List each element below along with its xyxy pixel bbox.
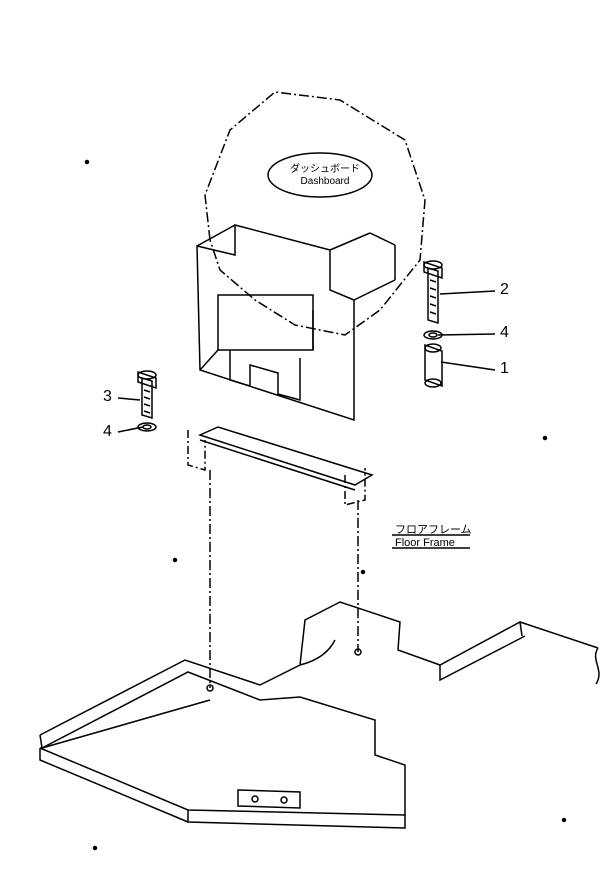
floor-frame-label-jp: フロアフレーム [395, 524, 472, 537]
floor-frame-label: フロアフレーム Floor Frame [395, 524, 472, 549]
callout-4-left: 4 [103, 423, 112, 441]
callout-2: 2 [500, 281, 509, 299]
callout-4-right: 4 [500, 324, 509, 342]
callout-1: 1 [500, 360, 509, 378]
floor-frame-label-en: Floor Frame [395, 537, 472, 550]
dashboard-label: ダッシュボード Dashboard [290, 164, 360, 187]
callout-3: 3 [103, 388, 112, 406]
dashboard-label-jp: ダッシュボード [290, 164, 360, 176]
dashboard-label-en: Dashboard [290, 176, 360, 188]
technical-drawing [0, 0, 611, 888]
